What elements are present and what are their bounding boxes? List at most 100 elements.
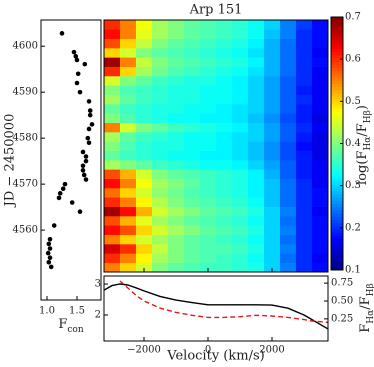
- heatmap-cell: [296, 244, 313, 254]
- heatmap-cell: [280, 197, 297, 207]
- colorbar-swatch: [331, 263, 343, 268]
- colorbar-swatch: [331, 58, 343, 62]
- heatmap-cell: [312, 132, 329, 142]
- data-point: [45, 250, 51, 256]
- heatmap-cell: [232, 216, 249, 226]
- heatmap-cell: [184, 197, 201, 207]
- heatmap-cell: [312, 122, 329, 133]
- heatmap-cell: [120, 234, 137, 245]
- heatmap-cell: [216, 66, 233, 77]
- heatmap-cell: [312, 150, 329, 161]
- data-point: [73, 54, 79, 59]
- heatmap-cell: [120, 76, 137, 86]
- y2-tick-label: 0.75: [331, 278, 353, 289]
- heatmap-cell: [296, 234, 313, 245]
- heatmap-cell: [104, 122, 121, 133]
- heatmap-cell: [232, 76, 249, 86]
- colorbar-swatch: [331, 32, 343, 37]
- heatmap-cell: [216, 253, 233, 263]
- y2-axis-label-part: Hβ: [366, 283, 374, 296]
- heatmap-cell: [248, 178, 265, 189]
- heatmap-cell: [248, 66, 265, 77]
- heatmap-cell: [264, 150, 281, 161]
- heatmap-cell: [232, 85, 249, 95]
- colorbar-swatch: [331, 45, 343, 50]
- heatmap-cell: [296, 20, 313, 30]
- heatmap-cell: [136, 20, 153, 30]
- heatmap-cell: [232, 141, 249, 151]
- colorbar-swatch: [331, 200, 343, 204]
- colorbar-swatch: [331, 86, 343, 91]
- colorbar-swatch: [331, 17, 343, 21]
- colorbar-swatch: [331, 194, 343, 198]
- colorbar-swatch: [331, 238, 343, 242]
- heatmap-cell: [232, 169, 249, 179]
- heatmap-cell: [312, 244, 329, 254]
- heatmap-cell: [296, 225, 313, 235]
- heatmap-cell: [184, 29, 201, 39]
- data-point: [62, 181, 68, 187]
- colorbar-swatch: [331, 247, 343, 252]
- heatmap-cell: [200, 132, 217, 142]
- heatmap-cell: [152, 160, 169, 170]
- heatmap-cell: [184, 244, 201, 254]
- heatmap-cell: [248, 160, 265, 170]
- heatmap-cell: [184, 188, 201, 198]
- heatmap-cell: [168, 38, 185, 49]
- heatmap-cell: [104, 216, 121, 226]
- heatmap-cell: [280, 132, 297, 142]
- heatmap-cell: [136, 188, 153, 198]
- heatmap-cell: [168, 48, 185, 58]
- heatmap-cell: [168, 188, 185, 198]
- heatmap-cell: [152, 20, 169, 30]
- heatmap-cell: [280, 20, 297, 30]
- heatmap-cell: [216, 262, 233, 273]
- heatmap-cell: [280, 244, 297, 254]
- heatmap-cell: [232, 20, 249, 30]
- colorbar-swatch: [331, 152, 343, 157]
- colorbar-swatch: [331, 92, 343, 97]
- heatmap-cell: [312, 160, 329, 170]
- heatmap-cell: [200, 48, 217, 58]
- heatmap-cell: [136, 94, 153, 105]
- heatmap-cell: [264, 20, 281, 30]
- heatmap-cell: [200, 20, 217, 30]
- colorbar-swatch: [331, 115, 343, 119]
- colorbar-swatch: [331, 254, 343, 258]
- colorbar-tick-label: 0.2: [345, 222, 361, 233]
- colorbar-swatch: [331, 51, 343, 56]
- colorbar-swatch: [331, 102, 343, 106]
- colorbar-label: log(FHα/FHβ): [355, 105, 373, 185]
- heatmap-cell: [264, 66, 281, 77]
- heatmap-cell: [152, 206, 169, 217]
- colorbar-swatch: [331, 225, 343, 230]
- heatmap-cell: [200, 244, 217, 254]
- heatmap-cell: [216, 122, 233, 133]
- heatmap-cell: [168, 169, 185, 179]
- heatmap-cell: [104, 206, 121, 217]
- heatmap-cell: [120, 66, 137, 77]
- heatmap-cell: [184, 48, 201, 58]
- colorbar-swatch: [331, 266, 343, 271]
- heatmap-cell: [168, 20, 185, 30]
- x-tick-label: 1.0: [39, 306, 55, 317]
- colorbar-tick-label: 0.1: [345, 265, 361, 276]
- y-tick-label: 4570: [13, 179, 38, 190]
- heatmap-cell: [168, 132, 185, 142]
- x-tick-label: 1.5: [69, 306, 85, 317]
- x-tick-label: 2000: [259, 345, 284, 356]
- heatmap-cell: [232, 244, 249, 254]
- heatmap-cell: [216, 225, 233, 235]
- heatmap-cell: [312, 206, 329, 217]
- heatmap-cell: [120, 104, 137, 114]
- heatmap-cell: [280, 38, 297, 49]
- heatmap-cell: [232, 48, 249, 58]
- heatmap-cell: [264, 160, 281, 170]
- heatmap-cell: [168, 253, 185, 263]
- heatmap-cell: [104, 48, 121, 58]
- heatmap-cell: [168, 94, 185, 105]
- heatmap-cell: [104, 38, 121, 49]
- data-point: [59, 31, 65, 36]
- heatmap-cell: [312, 29, 329, 39]
- heatmap-cell: [104, 20, 121, 30]
